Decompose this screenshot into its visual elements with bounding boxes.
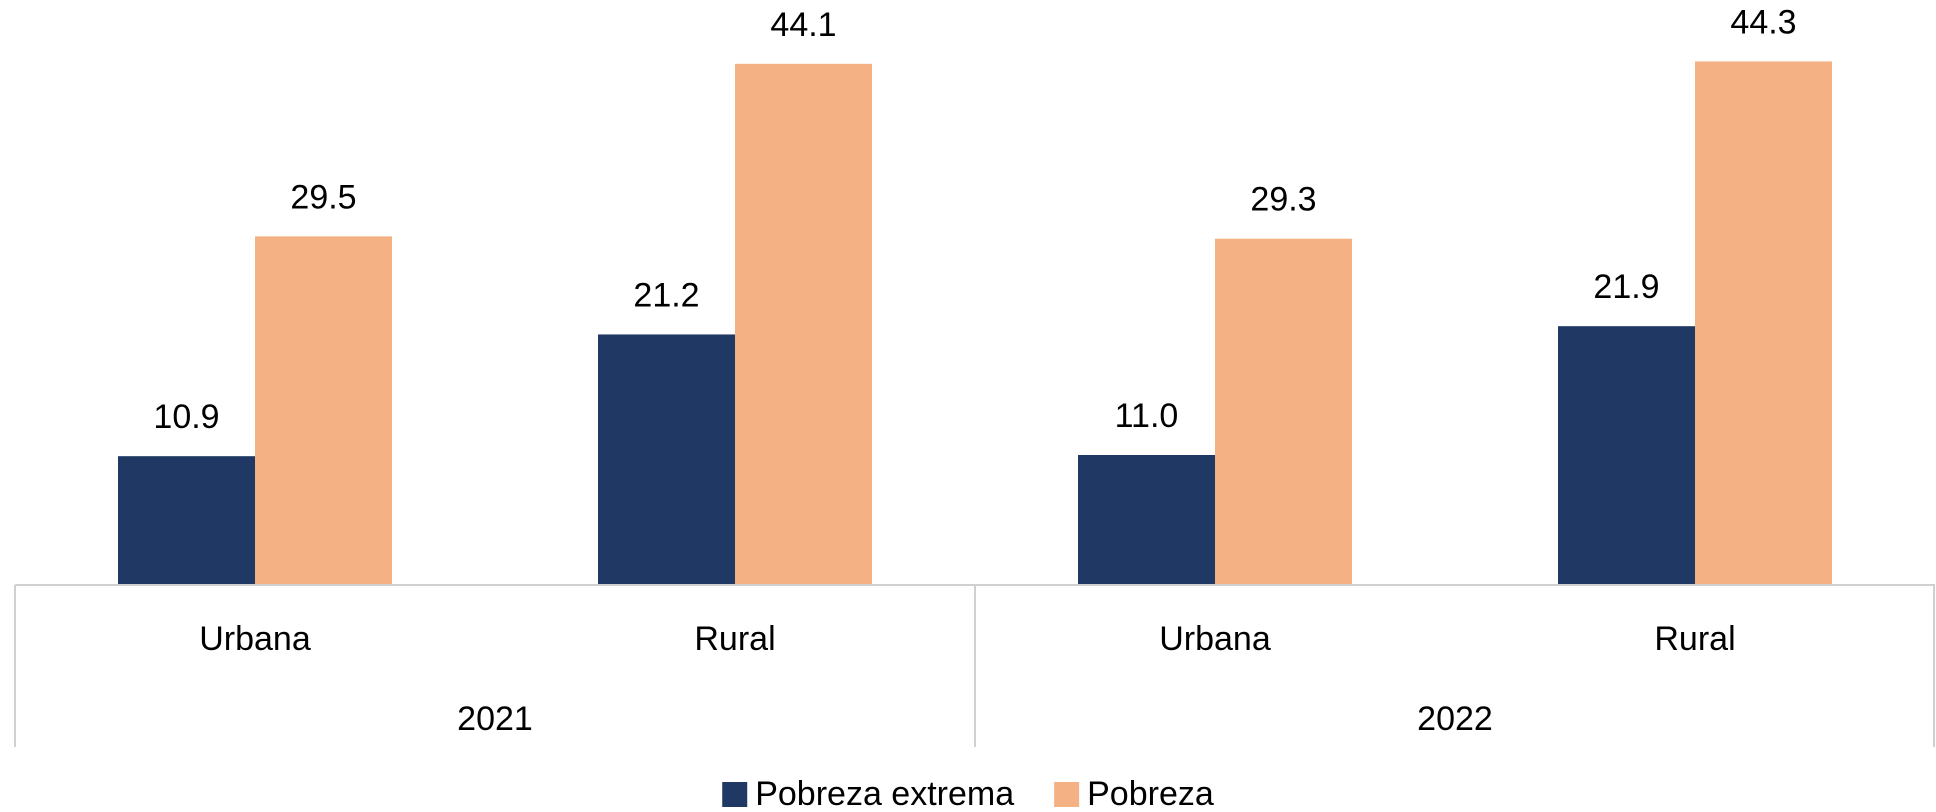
group-label: 2022 (1417, 700, 1493, 738)
bar (735, 63, 872, 586)
data-label: 44.3 (1730, 3, 1796, 41)
data-label: 10.9 (153, 398, 219, 436)
data-label: 29.3 (1250, 181, 1316, 219)
x-tick-label: Rural (694, 620, 775, 658)
bar (1078, 455, 1215, 585)
legend-swatch (722, 782, 748, 807)
bar (255, 236, 392, 585)
legend-label: Pobreza extrema (755, 775, 1014, 812)
legend-swatch (1054, 782, 1080, 807)
x-tick-label: Urbana (1159, 620, 1271, 658)
x-tick-label: Urbana (199, 620, 311, 658)
bar (1215, 238, 1352, 585)
data-label: 44.1 (770, 6, 836, 44)
legend-label: Pobreza (1087, 775, 1214, 812)
bar (598, 334, 735, 585)
data-label: 21.9 (1593, 268, 1659, 306)
group-label: 2021 (457, 700, 533, 738)
data-label: 11.0 (1115, 397, 1179, 435)
data-label: 21.2 (633, 276, 699, 314)
bar (118, 456, 255, 585)
x-tick-label: Rural (1654, 620, 1735, 658)
bar (1695, 61, 1832, 586)
data-label: 29.5 (290, 178, 356, 216)
bar (1558, 326, 1695, 585)
